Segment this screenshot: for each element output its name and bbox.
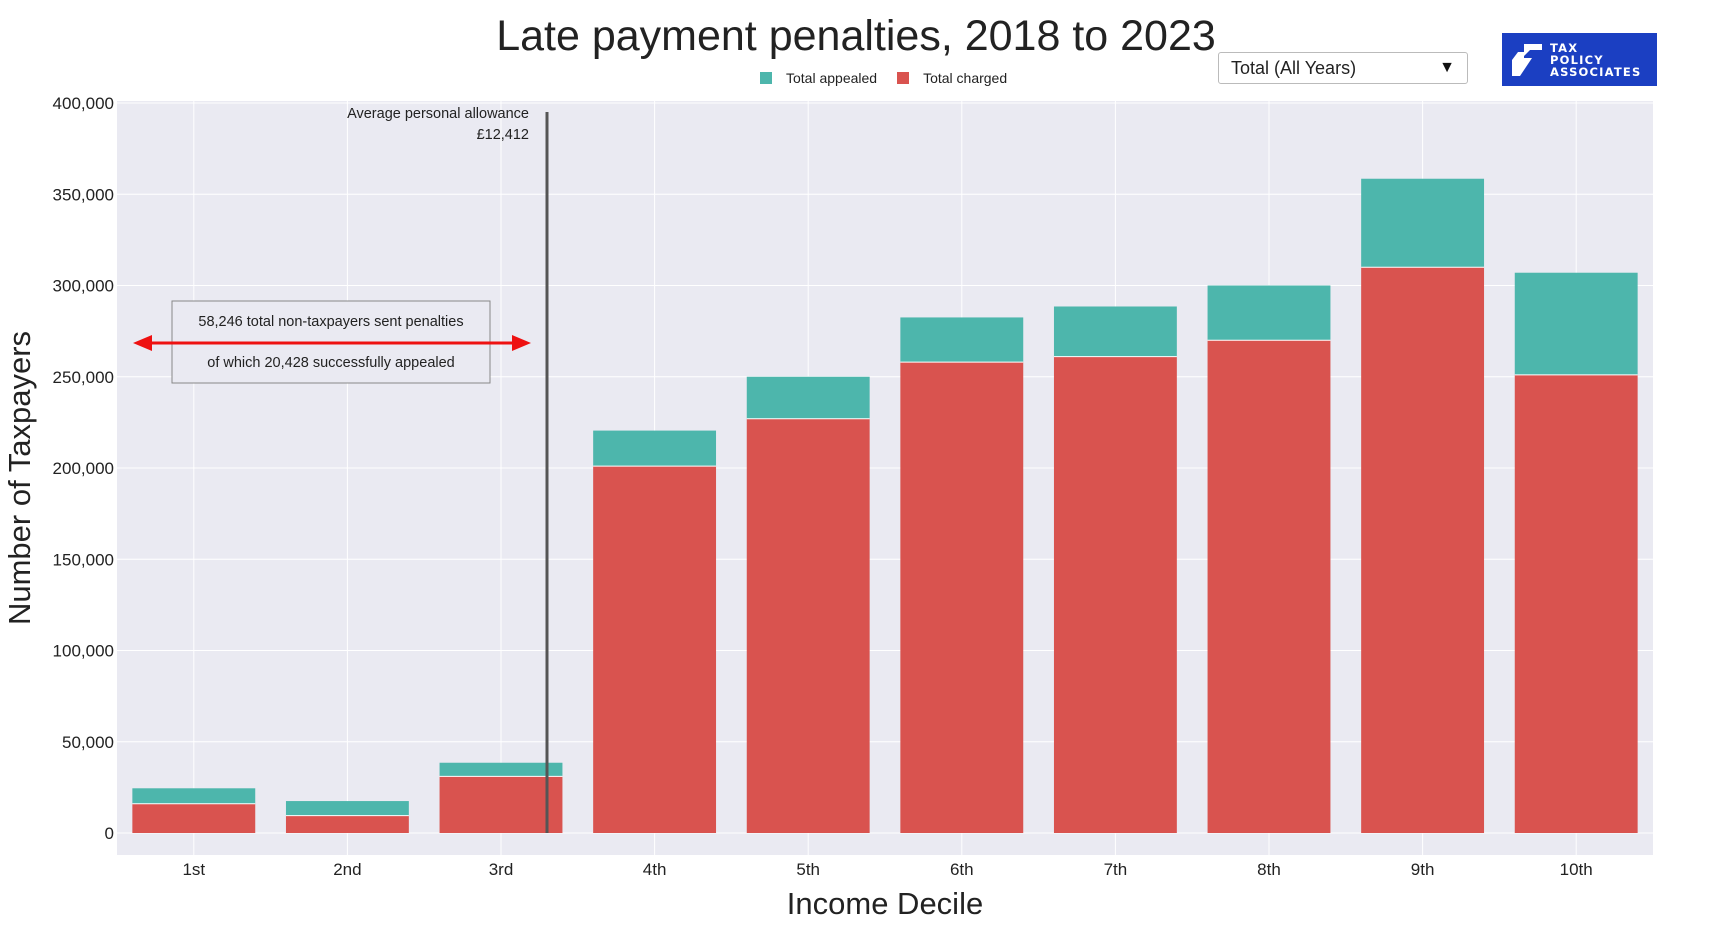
bar-charged-1st xyxy=(132,803,256,833)
y-tick-label: 300,000 xyxy=(53,277,114,296)
y-tick-label: 100,000 xyxy=(53,642,114,661)
legend-label-charged: Total charged xyxy=(923,70,1008,86)
bar-charged-4th xyxy=(593,466,717,833)
bar-charged-3rd xyxy=(439,776,563,833)
plot-area: 0 50,000 100,000 150,000 200,000 250,000 300,0… xyxy=(53,94,1653,879)
bar-appealed-3rd xyxy=(439,762,563,777)
y-tick-label: 50,000 xyxy=(62,733,114,752)
y-tick-label: 250,000 xyxy=(53,368,114,387)
red-arrowhead-right-icon xyxy=(512,335,531,351)
bar-appealed-4th xyxy=(593,430,717,467)
logo-line-2: POLICY xyxy=(1550,52,1604,67)
non-taxpayers-line-1: 58,246 total non-taxpayers sent penaltie… xyxy=(198,314,463,330)
bar-charged-9th xyxy=(1361,267,1485,833)
personal-allowance-value: £12,412 xyxy=(477,127,529,143)
bar-appealed-6th xyxy=(900,317,1024,363)
y-tick-label: 350,000 xyxy=(53,185,114,204)
x-tick-label: 10th xyxy=(1560,860,1593,879)
y-tick-label: 150,000 xyxy=(53,550,114,569)
legend-item-appealed[interactable]: Total appealed xyxy=(760,70,877,86)
bar-charged-5th xyxy=(746,418,870,833)
legend-swatch-appealed xyxy=(760,72,772,84)
tax-policy-associates-logo[interactable]: TAX POLICY ASSOCIATES xyxy=(1502,33,1657,86)
non-taxpayers-line-2: of which 20,428 successfully appealed xyxy=(207,355,454,371)
legend-item-charged[interactable]: Total charged xyxy=(897,70,1007,86)
x-tick-label: 1st xyxy=(182,860,205,879)
year-dropdown-value: Total (All Years) xyxy=(1231,57,1357,78)
x-tick-label: 5th xyxy=(796,860,820,879)
legend-swatch-charged xyxy=(897,72,910,84)
x-tick-label: 7th xyxy=(1104,860,1128,879)
y-axis-title: Number of Taxpayers xyxy=(2,331,37,625)
x-tick-label: 6th xyxy=(950,860,974,879)
bar-appealed-1st xyxy=(132,788,256,804)
y-tick-label: 0 xyxy=(105,824,114,843)
bar-charged-6th xyxy=(900,362,1024,833)
red-arrowhead-left-icon xyxy=(133,335,152,351)
bar-charged-8th xyxy=(1207,340,1331,833)
chart-title: Late payment penalties, 2018 to 2023 xyxy=(496,12,1216,60)
x-axis-title: Income Decile xyxy=(787,886,983,921)
legend: Total appealed Total charged xyxy=(760,70,1027,86)
year-dropdown[interactable]: Total (All Years) ▼ xyxy=(1218,52,1468,84)
bar-appealed-10th xyxy=(1514,272,1638,375)
logo-text: TAX POLICY ASSOCIATES xyxy=(1550,42,1641,78)
bar-charged-2nd xyxy=(285,815,409,833)
x-tick-label: 3rd xyxy=(489,860,514,879)
y-tick-label: 200,000 xyxy=(53,459,114,478)
bar-appealed-7th xyxy=(1053,306,1177,357)
x-tick-label: 9th xyxy=(1411,860,1435,879)
x-tick-label: 2nd xyxy=(333,860,361,879)
bar-appealed-9th xyxy=(1361,178,1485,268)
bar-charged-7th xyxy=(1053,356,1177,833)
chevron-down-icon: ▼ xyxy=(1439,59,1455,76)
logo-line-3: ASSOCIATES xyxy=(1550,64,1642,79)
logo-line-1: TAX xyxy=(1550,40,1579,55)
personal-allowance-label: Average personal allowance xyxy=(347,106,529,122)
logo-mark-icon xyxy=(1512,43,1542,76)
bar-appealed-8th xyxy=(1207,285,1331,341)
y-tick-label: 400,000 xyxy=(53,94,114,113)
legend-label-appealed: Total appealed xyxy=(786,70,878,86)
x-tick-label: 4th xyxy=(643,860,667,879)
bar-appealed-5th xyxy=(746,376,870,419)
bar-appealed-2nd xyxy=(285,801,409,816)
x-tick-label: 8th xyxy=(1257,860,1281,879)
bar-charged-10th xyxy=(1514,374,1638,833)
